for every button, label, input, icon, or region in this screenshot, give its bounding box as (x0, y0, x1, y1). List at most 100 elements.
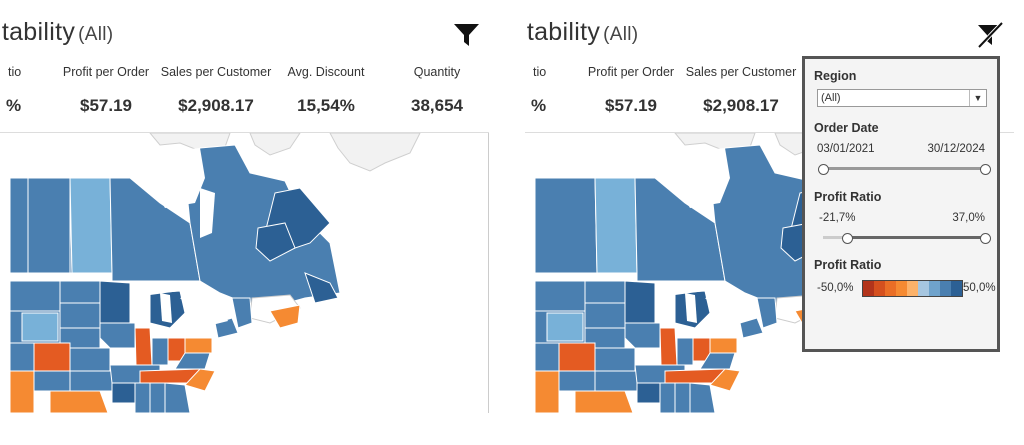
region-shape[interactable] (184, 368, 216, 392)
order-date-end-handle[interactable] (980, 164, 991, 175)
region-shape[interactable] (149, 382, 166, 413)
region-shape[interactable] (624, 280, 656, 324)
region-shape[interactable] (69, 370, 113, 392)
region-shape[interactable] (676, 337, 694, 366)
region-shape[interactable] (33, 342, 71, 372)
region-shape[interactable] (134, 382, 151, 413)
kpi-value: % (531, 96, 547, 115)
legend-swatch (907, 281, 918, 296)
water-shape (655, 281, 705, 295)
kpi-value: 15,54% (297, 96, 355, 115)
kpi-label: Quantity (413, 65, 461, 79)
region-shape[interactable] (9, 280, 61, 312)
profit-ratio-start-handle[interactable] (842, 233, 854, 244)
region-shape[interactable] (546, 312, 584, 342)
dashboard-title-text: itability (0, 18, 76, 46)
funnel-icon[interactable] (452, 20, 482, 50)
region-dropdown-value: (All) (821, 92, 841, 104)
kpi-labels: tio Profit per Order Sales per Customer … (0, 65, 489, 85)
divider (525, 132, 1014, 133)
dashboard-panel-left: itability (All) tio Profit per Order Sale… (0, 0, 489, 445)
region-shape[interactable] (9, 370, 35, 413)
region-shape[interactable] (184, 337, 213, 354)
region-shape[interactable] (594, 347, 636, 372)
region-shape[interactable] (231, 297, 253, 329)
region-shape[interactable] (134, 327, 153, 366)
region-shape[interactable] (558, 342, 596, 372)
profit-ratio-min: -21,7% (819, 212, 856, 224)
water-shape (160, 293, 172, 323)
profit-ratio-end-handle[interactable] (980, 233, 991, 244)
region-shape[interactable] (99, 280, 131, 324)
clear-filter-icon[interactable] (975, 20, 1005, 50)
region-shape[interactable] (27, 177, 71, 274)
region-shape[interactable] (659, 382, 676, 413)
region-shape[interactable] (255, 222, 296, 262)
kpi-value: $2,908.17 (178, 96, 254, 115)
region-shape[interactable] (756, 297, 778, 329)
region-shape[interactable] (164, 382, 191, 413)
profit-ratio-legend-title: Profit Ratio (814, 258, 882, 272)
kpi-label: Sales per Customer (685, 65, 797, 79)
region-shape[interactable] (69, 177, 113, 274)
kpi-value: $57.19 (80, 96, 132, 115)
region-shape[interactable] (584, 302, 626, 329)
order-date-slider-track[interactable] (823, 167, 985, 170)
region-shape[interactable] (699, 352, 736, 370)
kpi-label: tio (8, 65, 22, 79)
order-date-start-handle[interactable] (818, 164, 829, 175)
kpi-label: Profit per Order (587, 65, 675, 79)
region-shape[interactable] (659, 327, 678, 366)
dashboard-title-text: itability (525, 18, 601, 46)
region-shape[interactable] (636, 382, 661, 404)
legend-max-label: 50,0% (963, 282, 996, 294)
region-shape[interactable] (739, 317, 764, 339)
water-shape (180, 293, 210, 313)
region-shape[interactable] (674, 382, 691, 413)
region-shape[interactable] (689, 382, 716, 413)
kpi-value: 38,654 (411, 96, 463, 115)
region-shape[interactable] (709, 368, 741, 392)
region-shape[interactable] (21, 312, 59, 342)
region-shape[interactable] (584, 280, 626, 304)
order-date-start: 03/01/2021 (817, 143, 875, 155)
profit-ratio-color-legend[interactable] (862, 280, 963, 297)
region-shape[interactable] (624, 322, 661, 349)
region-shape[interactable] (184, 144, 341, 306)
region-shape[interactable] (33, 370, 71, 392)
order-date-filter-title: Order Date (814, 121, 879, 135)
region-shape[interactable] (69, 347, 111, 372)
region-shape[interactable] (304, 272, 339, 304)
region-shape[interactable] (534, 177, 598, 274)
region-shape[interactable] (594, 177, 638, 274)
water-shape (130, 281, 180, 295)
region-shape[interactable] (534, 370, 560, 413)
region-shape[interactable] (594, 370, 638, 392)
region-shape[interactable] (49, 390, 109, 413)
region-shape[interactable] (59, 302, 101, 329)
map-canvas[interactable] (0, 133, 489, 413)
water-shape (685, 293, 697, 323)
profit-ratio-map[interactable] (0, 133, 489, 413)
region-shape[interactable] (574, 390, 634, 413)
region-shape[interactable] (534, 280, 586, 312)
region-shape[interactable] (9, 342, 35, 372)
region-shape[interactable] (709, 337, 738, 354)
region-shape[interactable] (269, 304, 301, 329)
region-filter-title: Region (814, 69, 857, 83)
chevron-down-icon[interactable]: ▼ (969, 90, 986, 106)
greenland-shape (329, 133, 421, 172)
region-shape[interactable] (174, 352, 211, 370)
region-shape[interactable] (111, 382, 136, 404)
kpi-label: tio (533, 65, 547, 79)
region-shape[interactable] (558, 370, 596, 392)
profit-ratio-filter-title: Profit Ratio (814, 190, 882, 204)
region-shape[interactable] (59, 280, 101, 304)
region-shape[interactable] (99, 322, 136, 349)
region-shape[interactable] (534, 342, 560, 372)
region-dropdown[interactable]: (All) ▼ (817, 89, 987, 107)
kpi-value: $57.19 (605, 96, 657, 115)
region-shape[interactable] (151, 337, 169, 366)
dashboard-title-suffix: (All) (78, 24, 114, 45)
kpi-values: % $57.19 $2,908.17 (525, 96, 1014, 120)
